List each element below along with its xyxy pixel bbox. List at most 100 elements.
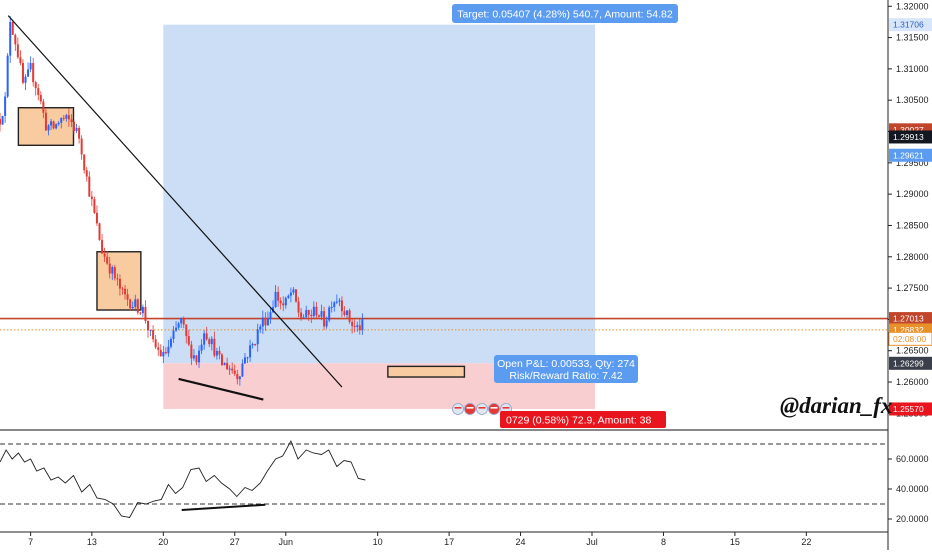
candle-body	[277, 291, 280, 301]
candle-body	[228, 368, 231, 370]
candle-body	[83, 154, 86, 171]
candle-body	[297, 301, 300, 313]
time-tick-label: 17	[444, 537, 454, 547]
candle-body	[78, 127, 81, 139]
price-badge-text: 1.26299	[893, 358, 924, 368]
time-tick-label: 24	[516, 537, 526, 547]
pnl-label-box	[494, 355, 638, 383]
candle-body	[254, 344, 257, 346]
candle-body	[90, 196, 93, 200]
candle-body	[1, 115, 4, 125]
candle-body	[11, 21, 14, 35]
candle-body	[231, 368, 234, 371]
descending-trendline[interactable]	[7, 15, 343, 388]
candle-body	[162, 352, 165, 357]
risk-reward-label: Risk/Reward Ratio: 7.42	[509, 370, 622, 382]
candle-body	[95, 212, 98, 224]
candle-body	[32, 63, 35, 83]
candle-body	[361, 319, 364, 331]
zone-box[interactable]	[387, 365, 466, 378]
time-tick-label: 7	[28, 537, 33, 547]
candle-body	[134, 299, 137, 308]
candle-body	[243, 357, 246, 364]
rsi-line	[0, 439, 366, 519]
candle-body	[195, 355, 198, 363]
price-tick-label: 1.29000	[896, 189, 929, 199]
candle-body	[6, 55, 9, 97]
candle-body	[177, 323, 180, 328]
price-tick-label: 1.27500	[896, 283, 929, 293]
candle-body	[323, 311, 326, 327]
candle-body	[73, 121, 75, 131]
price-tick-label: 1.28500	[896, 220, 929, 230]
candle-body	[62, 117, 65, 119]
candle-body	[338, 300, 341, 302]
price-low-trendline[interactable]	[178, 377, 264, 401]
candle-body	[37, 88, 40, 96]
time-tick-label: 22	[801, 537, 811, 547]
candle-body	[343, 311, 346, 315]
candle-body	[284, 297, 287, 306]
candle-body	[98, 223, 101, 240]
time-tick-label: Jul	[586, 537, 598, 547]
price-badge-text: 1.29621	[893, 150, 924, 160]
us-flag-event-icon[interactable]	[488, 403, 500, 415]
uk-flag-event-icon[interactable]	[476, 403, 488, 415]
candle-body	[241, 363, 244, 377]
trendlines[interactable]	[7, 15, 343, 401]
price-tick-label: 1.31000	[896, 64, 929, 74]
price-tick-label: 1.30500	[896, 95, 929, 105]
rsi-divergence-line[interactable]	[181, 503, 266, 511]
flag-circle	[452, 403, 464, 415]
candle-body	[147, 320, 149, 331]
candle-body	[108, 263, 111, 274]
uk-flag-event-icon[interactable]	[464, 403, 476, 415]
candle-body	[180, 317, 183, 324]
candle-body	[259, 326, 262, 330]
candle-body	[157, 347, 160, 350]
candle-body	[118, 278, 121, 289]
rsi-pane[interactable]	[0, 429, 888, 519]
candle-body	[289, 292, 292, 296]
candle-body	[330, 307, 333, 309]
candle-body	[24, 76, 27, 83]
candle-body	[144, 306, 147, 321]
economic-event-icons[interactable]	[452, 403, 512, 415]
rsi-tick-label: 20.0000	[896, 514, 929, 524]
us-flag-event-icon[interactable]	[452, 403, 464, 415]
candle-body	[88, 176, 91, 197]
price-tick-label: 1.26000	[896, 377, 929, 387]
candle-body	[9, 21, 12, 56]
flag-circle	[464, 403, 476, 415]
price-badge-box	[889, 18, 932, 32]
candle-body	[269, 312, 272, 319]
price-badge: 1.25570	[889, 402, 932, 416]
price-badge-text: 1.30027	[893, 125, 924, 135]
time-tick-label: 20	[158, 537, 168, 547]
candle-body	[42, 101, 45, 113]
candle-body	[185, 324, 188, 337]
candle-body	[226, 362, 229, 370]
price-tick-label: 1.26500	[896, 346, 929, 356]
candle-body	[70, 119, 73, 122]
candle-body	[141, 306, 144, 314]
candle-body	[358, 325, 361, 331]
candle-body	[325, 320, 328, 327]
price-badge-box	[889, 148, 932, 162]
candle-body	[116, 278, 119, 280]
candle-body	[19, 57, 22, 63]
price-badge-text: 1.31706	[893, 20, 924, 30]
candle-body	[340, 300, 343, 312]
candle-body	[167, 346, 170, 354]
price-badge: 1.31706	[889, 18, 932, 32]
candle-body	[274, 291, 277, 308]
price-badge-box	[888, 331, 932, 346]
target-area[interactable]	[163, 24, 596, 364]
candle-body	[101, 239, 104, 254]
candle-body	[238, 376, 241, 380]
candle-body	[121, 288, 124, 290]
candle-body	[4, 96, 7, 116]
long-position-tool[interactable]	[163, 24, 596, 409]
